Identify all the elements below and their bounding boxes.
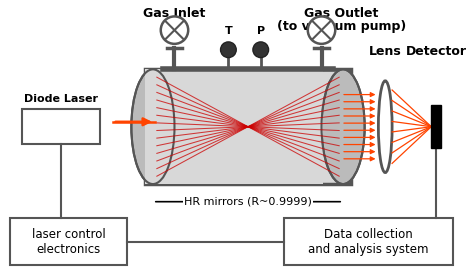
Text: Diode Laser: Diode Laser xyxy=(24,94,98,104)
Text: Data collection
and analysis system: Data collection and analysis system xyxy=(309,228,429,256)
Circle shape xyxy=(161,16,188,44)
Ellipse shape xyxy=(322,69,365,184)
Text: T: T xyxy=(225,26,232,36)
Text: (to vacuum pump): (to vacuum pump) xyxy=(276,20,406,33)
Text: Lens: Lens xyxy=(369,44,402,58)
Bar xyxy=(22,109,100,144)
Circle shape xyxy=(308,16,335,44)
Bar xyxy=(153,69,177,184)
Bar xyxy=(10,218,128,265)
Ellipse shape xyxy=(131,69,174,184)
Text: P: P xyxy=(257,26,265,36)
Text: Gas Inlet: Gas Inlet xyxy=(143,7,206,20)
Bar xyxy=(284,218,453,265)
Bar xyxy=(145,69,324,184)
Text: Gas Outlet: Gas Outlet xyxy=(304,7,378,20)
Text: laser control
electronics: laser control electronics xyxy=(32,228,106,256)
Circle shape xyxy=(253,42,268,58)
Text: HR mirrors (R~0.9999): HR mirrors (R~0.9999) xyxy=(184,197,312,207)
Bar xyxy=(145,69,351,184)
Ellipse shape xyxy=(378,81,392,173)
Circle shape xyxy=(220,42,236,58)
Bar xyxy=(431,105,441,149)
Text: Detector: Detector xyxy=(406,44,467,58)
